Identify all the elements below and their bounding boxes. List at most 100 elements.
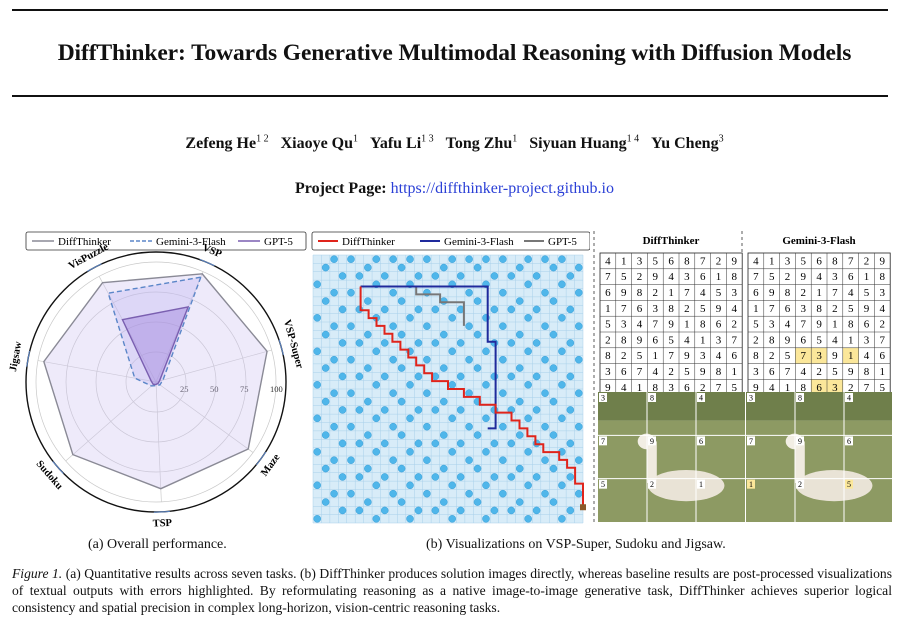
- author: Zefeng He1 2: [185, 134, 268, 152]
- vsp-hole: [338, 305, 347, 314]
- vsp-hole: [321, 364, 330, 372]
- jigsaw-piece-tag: [845, 479, 853, 489]
- sudoku-cell: 6: [637, 303, 643, 315]
- subcaption-a: (a) Overall performance.: [88, 537, 227, 552]
- vsp-hole: [406, 381, 414, 389]
- vsp-hole: [507, 372, 516, 381]
- vsp-hole: [515, 330, 524, 339]
- vsp-hole: [507, 272, 516, 280]
- sudoku-cell: 6: [684, 382, 690, 394]
- radar-tick-label: 75: [240, 384, 249, 394]
- vsp-hole: [364, 464, 372, 473]
- vsp-hole: [330, 255, 338, 263]
- vsp-hole: [524, 314, 532, 322]
- vsp-hole: [558, 381, 566, 389]
- sudoku-cell: 3: [785, 255, 791, 267]
- vsp-hole: [558, 481, 566, 490]
- sudoku-cell: 2: [732, 319, 738, 331]
- radar-tick-label: 50: [210, 384, 219, 394]
- vsp-hole: [456, 272, 465, 280]
- sudoku-cell: 1: [864, 271, 870, 283]
- vsp-hole: [330, 456, 338, 464]
- vsp-hole: [440, 330, 448, 339]
- radar-tick-label: 25: [180, 384, 189, 394]
- sudoku-cell: 3: [653, 303, 659, 315]
- sudoku-cell: 7: [732, 334, 738, 346]
- sudoku-cell: 6: [753, 287, 759, 299]
- vsp-hole: [456, 473, 465, 481]
- sudoku-cell: 1: [653, 350, 659, 362]
- sudoku-cell: 9: [785, 334, 791, 346]
- radar-tick-label: 100: [270, 384, 283, 394]
- vsp-hole: [473, 431, 482, 439]
- vsp-hole: [515, 364, 524, 372]
- sudoku-cell: 1: [848, 334, 854, 346]
- sudoku-cell: 6: [785, 303, 791, 315]
- top-rule: [12, 9, 888, 11]
- sudoku-cell: 9: [684, 350, 690, 362]
- author-name: Yafu Li: [370, 135, 422, 153]
- sudoku-cell: 4: [668, 271, 674, 283]
- vsp-hole: [448, 381, 456, 389]
- vsp-hole: [380, 406, 389, 414]
- sudoku-cell: 1: [684, 319, 690, 331]
- vsp-hole: [549, 397, 558, 406]
- vsp-hole: [532, 406, 541, 414]
- vsp-hole: [490, 339, 499, 347]
- vsp-hole: [355, 272, 364, 280]
- vsp-hole: [524, 255, 532, 263]
- vsp-hole: [515, 297, 524, 305]
- sudoku-cell: 3: [637, 255, 643, 267]
- jigsaw-piece-label: 2: [650, 480, 654, 489]
- project-page-link[interactable]: https://diffthinker-project.github.io: [390, 180, 614, 197]
- sudoku-cell: 9: [769, 287, 775, 299]
- vsp-hole: [397, 297, 406, 305]
- sudoku-cell: 8: [848, 319, 854, 331]
- jigsaw-piece-tag: [697, 479, 705, 489]
- sudoku-cell: 5: [848, 303, 854, 315]
- sudoku-cell: 4: [832, 334, 838, 346]
- sudoku-error-cell: [795, 347, 812, 364]
- sudoku-cell: 7: [880, 334, 886, 346]
- author-name: Tong Zhu: [445, 135, 513, 153]
- radar-axis-tick: [26, 350, 31, 367]
- sudoku-cell: 2: [753, 334, 759, 346]
- vsp-hole: [423, 255, 431, 263]
- vsp-hole: [313, 481, 321, 490]
- vsp-hole: [440, 263, 448, 272]
- sudoku-cell: 5: [653, 255, 659, 267]
- radar-axis-tick: [52, 461, 64, 474]
- vsp-hole: [380, 305, 389, 314]
- vsp-hole: [347, 255, 355, 263]
- sudoku-cell: 4: [880, 303, 886, 315]
- vsp-hole: [448, 347, 456, 356]
- vsp-hole: [347, 422, 355, 431]
- jigsaw-piece-label: 9: [650, 437, 654, 446]
- sudoku-cell: 1: [637, 382, 643, 394]
- jigsaw-piece-tag: [747, 393, 755, 402]
- vsp-hole: [321, 297, 330, 305]
- vsp-legend-label-GPT-5: GPT-5: [548, 236, 577, 248]
- vsp-hole: [347, 288, 355, 297]
- radar-axis-tick: [256, 451, 267, 466]
- vsp-hole: [431, 406, 440, 414]
- vsp-hole: [515, 498, 524, 506]
- jigsaw-piece-label: 8: [650, 394, 654, 403]
- vsp-hole: [566, 339, 575, 347]
- vsp-hole: [499, 355, 507, 364]
- radar-axis-label: Jigsaw: [8, 340, 24, 372]
- sudoku-cell: 8: [880, 271, 886, 283]
- jigsaw-alpaca-body: [647, 470, 725, 502]
- vsp-hole: [566, 305, 575, 314]
- sudoku-cell: 3: [816, 350, 822, 362]
- radar-axis-label: TSP: [152, 518, 172, 527]
- vsp-hole: [575, 263, 583, 272]
- sudoku-cell: 2: [801, 287, 807, 299]
- vsp-hole: [389, 456, 397, 464]
- sudoku-cell: 6: [732, 350, 738, 362]
- author: Yafu Li1 3: [370, 134, 434, 153]
- jigsaw-piece-label: 1: [699, 480, 703, 489]
- sudoku-cell: 2: [716, 255, 722, 267]
- sudoku-cell: 4: [732, 303, 738, 315]
- vsp-hole: [465, 456, 473, 464]
